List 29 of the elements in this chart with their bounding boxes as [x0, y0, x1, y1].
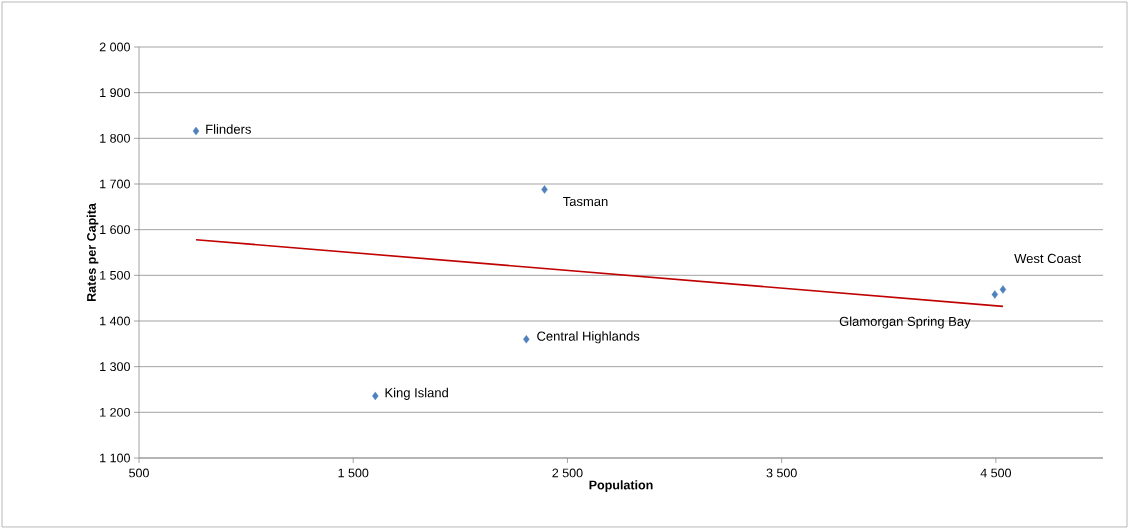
y-tick-label: 1 800 [100, 133, 130, 143]
point [999, 285, 1007, 294]
y-tick-label: 1 900 [100, 88, 130, 98]
y-tick-label: 1 700 [100, 179, 130, 189]
point [541, 185, 548, 194]
y-tick-label: 1 100 [100, 453, 130, 463]
x-tick-label: 2 500 [552, 468, 583, 478]
y-tick-label: 1 600 [100, 225, 130, 235]
x-tick-label: 4 500 [980, 468, 1012, 478]
annotation: King Island [385, 387, 448, 400]
y-axis-title: Rates per Capita [86, 203, 99, 301]
x-axis-title: Population [589, 480, 653, 492]
x-tick-label: 500 [129, 468, 149, 478]
y-tick-label: 1 400 [100, 316, 130, 326]
point [991, 290, 999, 299]
annotation: Central Highlands [537, 331, 640, 344]
annotation: Tasman [563, 196, 608, 206]
annotation: West Coast [1014, 253, 1081, 264]
point [523, 335, 530, 344]
x-tick-label: 1 500 [338, 468, 369, 478]
annotation: Glamorgan Spring Bay [839, 316, 971, 329]
annotation: Flinders [206, 124, 251, 134]
x-tick-label: 3 500 [766, 468, 797, 478]
point [192, 126, 200, 136]
y-tick-label: 1 500 [100, 270, 130, 280]
point [372, 391, 379, 401]
y-tick-label: 1 300 [100, 362, 130, 372]
y-tick-label: 1 200 [100, 407, 130, 417]
y-tick-label: 2 000 [99, 42, 130, 52]
